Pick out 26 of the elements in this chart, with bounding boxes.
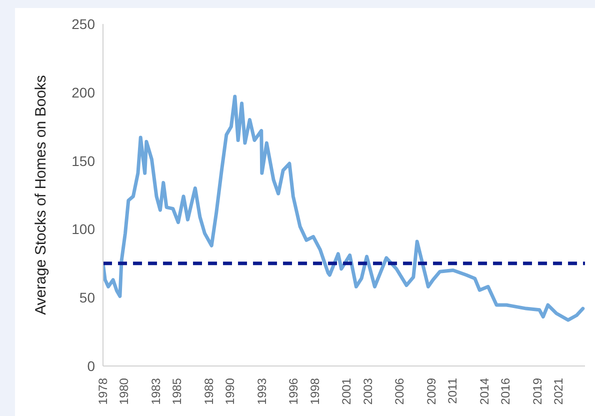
x-tick-label: 1990 — [223, 378, 238, 405]
y-tick-label: 50 — [79, 290, 96, 306]
y-tick-label: 200 — [72, 84, 96, 100]
x-tick-label: 2003 — [360, 378, 375, 405]
x-tick-label: 1985 — [170, 378, 184, 405]
x-tick-label: 1980 — [117, 378, 132, 405]
x-tick-label: 1993 — [254, 378, 269, 405]
x-tick-label: 1983 — [148, 378, 163, 405]
x-tick-label: 2009 — [424, 378, 438, 405]
x-tick-label: 2011 — [446, 378, 460, 404]
x-tick-label: 2014 — [477, 378, 492, 405]
line-series — [103, 94, 585, 322]
x-tick-label: 2016 — [498, 378, 513, 405]
y-tick-label: 150 — [72, 152, 96, 169]
x-tick-label: 2021 — [552, 378, 566, 405]
x-tick-label: 1988 — [202, 378, 216, 405]
x-tick-label: 2019 — [530, 378, 544, 405]
x-tick-label: 2006 — [392, 378, 407, 405]
x-tick-label: 2001 — [340, 378, 354, 405]
y-tick-label: 250 — [72, 16, 96, 32]
y-tick-label: 100 — [72, 221, 96, 238]
y-tick-label: 0 — [87, 358, 96, 374]
x-tick-label: 1998 — [308, 378, 322, 405]
y-axis-title: Average Stocks of Homes on Books — [32, 75, 50, 315]
x-tick-label: 1978 — [96, 378, 110, 405]
x-tick-label: 1996 — [286, 378, 301, 405]
